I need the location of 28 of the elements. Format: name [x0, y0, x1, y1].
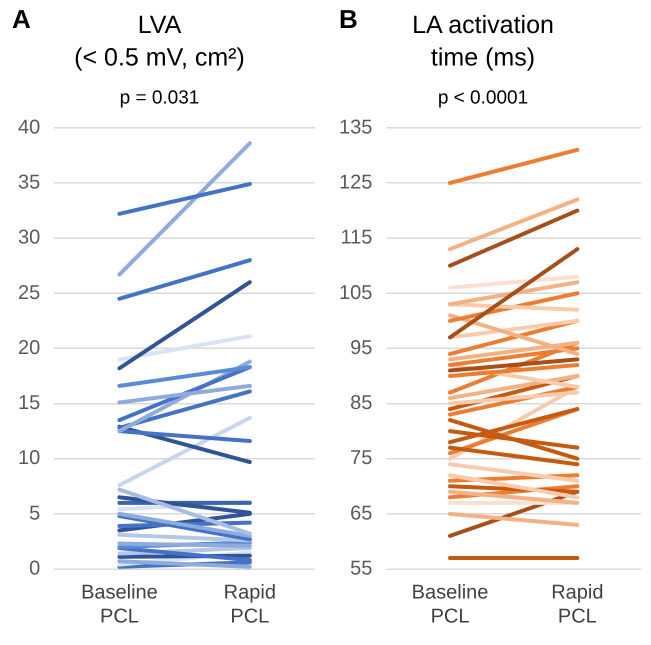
y-tick-label: 10: [18, 447, 40, 470]
y-tick-label: 135: [338, 116, 372, 138]
y-tick-label: 65: [350, 502, 372, 524]
y-tick-label: 115: [340, 226, 372, 249]
text: B: [339, 4, 358, 34]
y-tick-label: 40: [18, 116, 40, 138]
y-tick-label: 105: [338, 282, 372, 304]
y-tick-label: 75: [350, 447, 372, 470]
chart-subtitle: p = 0.031: [120, 88, 200, 109]
text: A: [12, 4, 31, 34]
x-tick-label: Baseline PCL: [412, 582, 488, 628]
y-tick-label: 0: [29, 558, 40, 580]
y-tick-label: 30: [18, 226, 40, 249]
chart-subtitle: p < 0.0001: [438, 88, 528, 109]
x-tick-label: Rapid PCL: [551, 582, 604, 628]
y-tick-label: 15: [18, 392, 40, 414]
y-tick-label: 25: [18, 282, 40, 304]
x-tick-label: Baseline PCL: [81, 582, 158, 628]
y-tick-label: 5: [29, 502, 40, 524]
y-tick-label: 35: [18, 171, 40, 194]
y-tick-label: 95: [350, 336, 372, 359]
chart-title: LA activation time (ms): [412, 11, 554, 72]
y-tick-label: 85: [350, 392, 372, 414]
x-tick-label: Rapid PCL: [224, 582, 276, 628]
chart-title: LVA (< 0.5 mV, cm²): [74, 11, 245, 72]
y-tick-label: 125: [338, 171, 372, 194]
y-tick-label: 55: [350, 558, 372, 580]
y-tick-label: 20: [18, 336, 40, 359]
